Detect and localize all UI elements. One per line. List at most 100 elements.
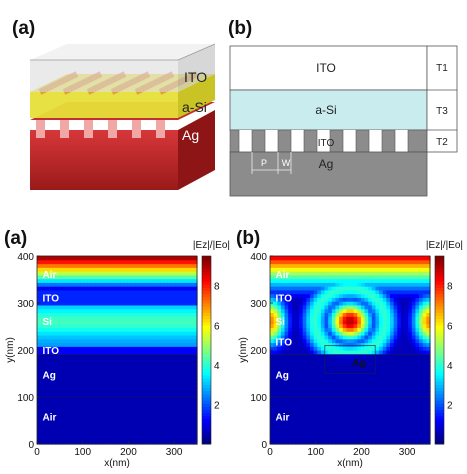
heatmap-cell <box>77 312 82 317</box>
heatmap-cell <box>291 406 297 411</box>
heatmap-cell <box>178 432 184 438</box>
heatmap-cell <box>382 286 387 291</box>
heatmap-cell <box>113 308 118 313</box>
heatmap-cell <box>295 301 300 306</box>
heatmap-cell <box>55 436 60 441</box>
heatmap-cell <box>353 391 358 396</box>
heatmap-cell <box>280 413 286 419</box>
colorbar-segment <box>202 356 211 360</box>
heatmap-cell <box>277 274 282 280</box>
heatmap-cell <box>55 387 60 392</box>
heatmap-cell <box>120 274 125 280</box>
heatmap-cell <box>135 308 140 313</box>
heatmap-cell <box>295 342 300 347</box>
heatmap-cell <box>317 334 322 340</box>
heatmap-cell <box>146 304 151 310</box>
heatmap-cell <box>178 256 184 261</box>
heatmap-cell <box>175 289 180 295</box>
heatmap-cell <box>73 350 78 355</box>
heatmap-cell <box>328 432 333 438</box>
heatmap-cell <box>350 402 355 407</box>
heatmap-cell <box>288 440 293 445</box>
heatmap-cell <box>335 259 340 265</box>
heatmap-cell <box>171 316 176 321</box>
heatmap-cell <box>302 259 307 265</box>
heatmap-cell <box>270 271 275 276</box>
heatmap-cell <box>80 432 85 438</box>
heatmap-cell <box>313 286 318 291</box>
heatmap-cell <box>291 417 297 423</box>
heatmap-cell <box>415 376 420 381</box>
heatmap-cell <box>47 387 53 392</box>
heatmap-cell <box>124 436 129 441</box>
heatmap-cell <box>295 376 300 381</box>
heatmap-cell <box>95 365 100 370</box>
heatmap-cell <box>178 376 184 381</box>
heatmap-cell <box>346 338 351 344</box>
colorbar-segment <box>202 277 211 282</box>
heatmap-cell <box>117 372 122 377</box>
heatmap-cell <box>124 256 129 261</box>
heatmap-cell <box>131 323 136 329</box>
heatmap-cell <box>182 387 187 392</box>
heatmap-cell <box>299 406 304 411</box>
heatmap-cell <box>44 312 49 317</box>
heatmap-cell <box>393 365 398 370</box>
colorbar-segment <box>435 343 444 348</box>
heatmap-cell <box>284 406 289 411</box>
heatmap-cell <box>299 342 304 347</box>
heatmap-cell <box>124 353 129 359</box>
heatmap-cell <box>84 436 89 441</box>
colorbar-segment <box>435 318 444 323</box>
heatmap-cell <box>426 308 431 313</box>
heatmap-cell <box>404 436 409 441</box>
heatmap-cell <box>273 428 278 434</box>
heatmap-cell <box>127 308 133 313</box>
heatmap-cell <box>175 432 180 438</box>
heatmap-cell <box>419 428 424 434</box>
heatmap-cell <box>80 312 85 317</box>
heatmap-cell <box>117 387 122 392</box>
heatmap-cell <box>379 278 384 283</box>
heatmap-cell <box>404 316 409 321</box>
heatmap-cell <box>193 293 198 298</box>
heatmap-cell <box>157 353 162 359</box>
heatmap-cell <box>37 271 42 276</box>
heatmap-cell <box>280 398 286 404</box>
heatmap-cell <box>317 383 322 389</box>
heatmap-cell <box>182 338 187 344</box>
heatmap-cell <box>146 425 151 430</box>
heatmap-cell <box>120 323 125 329</box>
heatmap-cell <box>404 391 409 396</box>
heatmap-cell <box>178 383 184 389</box>
heatmap-cell <box>91 282 96 287</box>
heatmap-cell <box>62 368 67 374</box>
heatmap-cell <box>142 301 147 306</box>
heatmap-cell <box>102 402 107 407</box>
heatmap-cell <box>91 436 96 441</box>
heatmap-cell <box>368 365 373 370</box>
heatmap-cell <box>120 342 125 347</box>
colorbar-frame <box>434 255 445 445</box>
heatmap-cell <box>131 331 136 336</box>
heatmap-cell <box>295 350 300 355</box>
heatmap-cell <box>317 417 322 423</box>
heatmap-cell <box>178 398 184 404</box>
heatmap-cell <box>320 338 326 344</box>
heatmap-cell <box>77 304 82 310</box>
heatmap-cell <box>313 428 318 434</box>
heatmap-cell <box>302 365 307 370</box>
heatmap-cell <box>160 267 165 272</box>
heatmap-cell <box>426 263 431 268</box>
heatmap-cell <box>124 357 129 362</box>
heatmap-cell <box>95 353 100 359</box>
heatmap-cell <box>95 357 100 362</box>
heatmap-cell <box>408 316 413 321</box>
heatmap-cell <box>113 278 118 283</box>
heatmap-cell <box>270 297 275 302</box>
heatmap-cell <box>55 267 60 272</box>
heatmap-cell <box>175 376 180 381</box>
heatmap-cell <box>291 402 297 407</box>
heatmap-cell <box>171 267 176 272</box>
heatmap-cell <box>160 368 165 374</box>
